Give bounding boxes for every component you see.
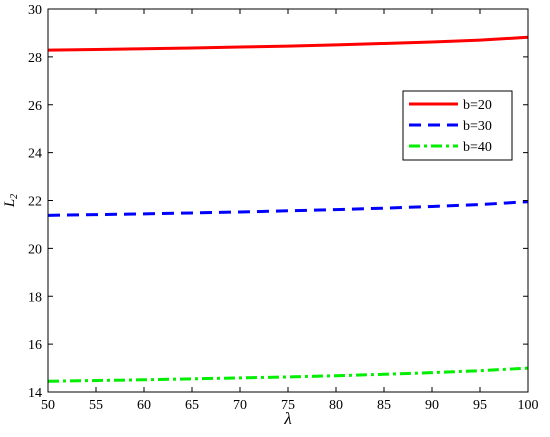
x-tick-label: 50 (41, 398, 55, 413)
x-tick-label: 80 (329, 398, 343, 413)
x-tick-label: 90 (425, 398, 439, 413)
x-tick-label: 85 (377, 398, 391, 413)
y-tick-label: 26 (28, 99, 42, 114)
y-axis-label-main: L (2, 199, 18, 208)
y-tick-label: 24 (28, 147, 42, 162)
y-tick-label: 20 (28, 242, 42, 257)
y-tick-label: 14 (28, 386, 42, 401)
x-axis-ticks: 50 55 60 65 70 75 80 85 90 95 100 (41, 9, 539, 413)
y-tick-label: 18 (28, 290, 42, 305)
y-tick-label: 22 (28, 195, 42, 210)
y-tick-label: 28 (28, 51, 42, 66)
series-line-2 (47, 200, 529, 217)
legend-label-1: b=20 (463, 98, 492, 113)
series-line-1 (47, 35, 529, 52)
y-axis-label-subscript: 2 (9, 194, 20, 199)
y-tick-label: 16 (28, 338, 42, 353)
y-tick-label: 30 (28, 3, 42, 18)
x-tick-label: 55 (89, 398, 103, 413)
x-tick-label: 65 (185, 398, 199, 413)
legend-label-2: b=30 (463, 119, 492, 134)
legend-label-3: b=40 (463, 140, 492, 155)
x-tick-label: 60 (137, 398, 151, 413)
plot-frame (47, 8, 529, 393)
x-tick-label: 75 (281, 398, 295, 413)
x-tick-label: 100 (518, 398, 539, 413)
plot-lines (47, 35, 529, 383)
legend: b=20 b=30 b=40 (402, 90, 513, 161)
y-axis-ticks: 14 16 18 20 22 24 26 28 30 (28, 3, 528, 401)
x-tick-label: 95 (473, 398, 487, 413)
series-line-3 (47, 366, 529, 383)
y-axis-label: L2 (2, 194, 20, 208)
x-tick-label: 70 (233, 398, 247, 413)
x-axis-label: λ (283, 409, 291, 428)
